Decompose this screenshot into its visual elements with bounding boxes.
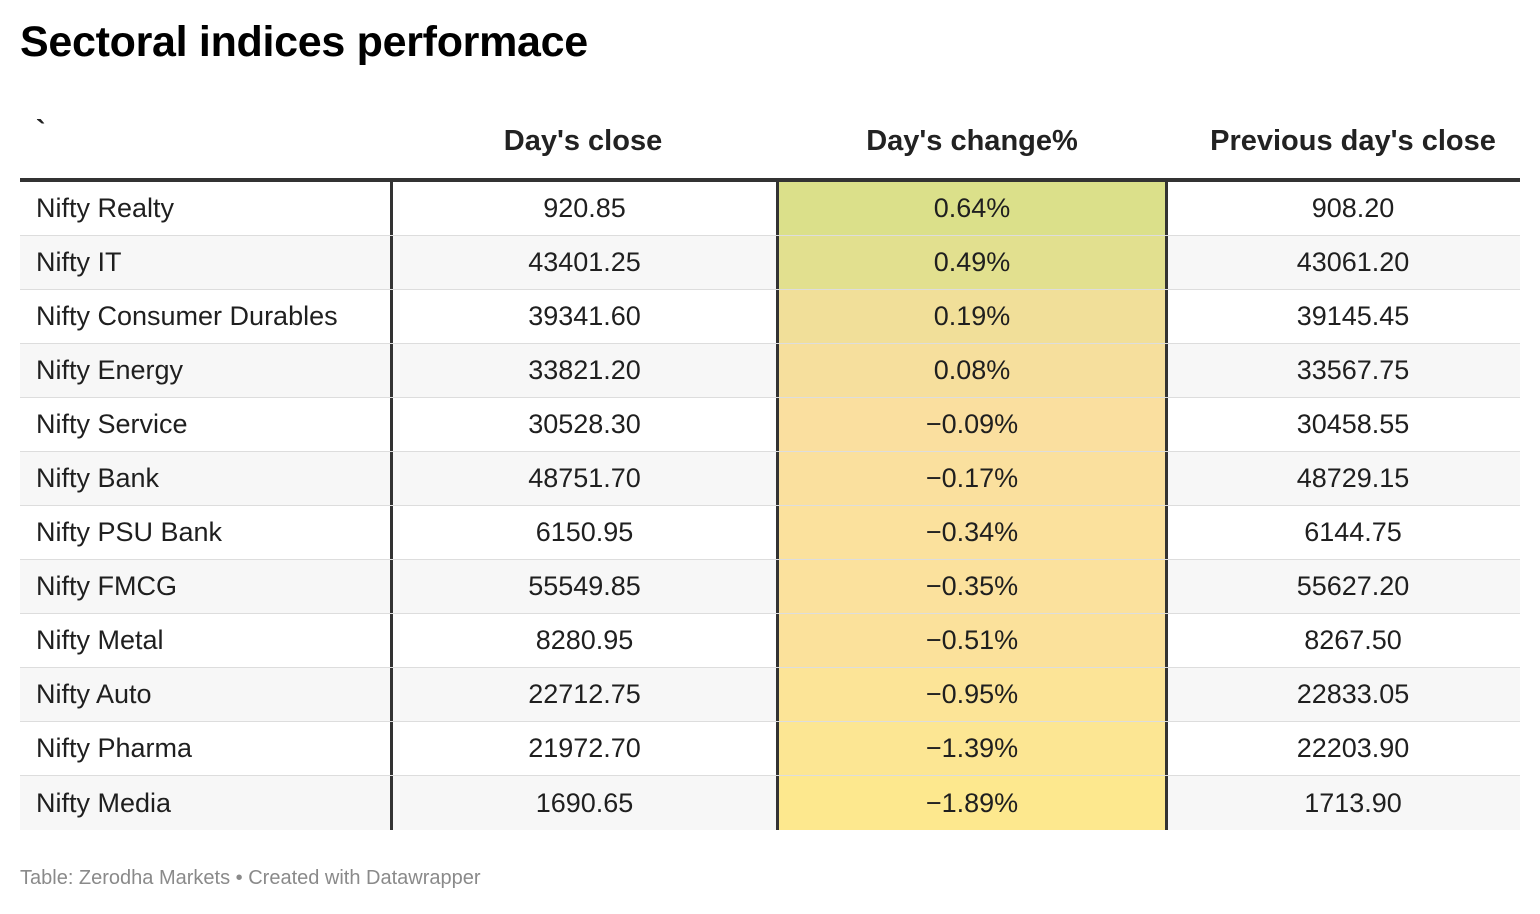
row-previous-close: 22833.05 [1296,679,1410,709]
row-name: Nifty FMCG [36,571,177,601]
row-previous-close: 6144.75 [1304,517,1402,547]
row-days-close: 22712.75 [390,668,776,721]
row-name: Nifty Metal [36,625,164,655]
row-days-change: −0.09% [776,398,1168,451]
table-row: Nifty Energy 33821.20 0.08% 33567.75 [20,344,1520,398]
table-row: Nifty Service 30528.30 −0.09% 30458.55 [20,398,1520,452]
row-days-change: −0.17% [776,452,1168,505]
header-previous-close: Previous day's close [1210,125,1496,157]
row-days-change: −0.95% [776,668,1168,721]
row-previous-close: 1713.90 [1304,787,1402,818]
row-name: Nifty Realty [36,193,175,223]
row-days-close: 55549.85 [390,560,776,613]
row-name: Nifty PSU Bank [36,517,223,547]
row-name: Nifty Service [36,409,188,439]
row-days-change: −1.89% [776,776,1168,830]
table-footer: Table: Zerodha Markets • Created with Da… [20,867,481,889]
table-row: Nifty FMCG 55549.85 −0.35% 55627.20 [20,560,1520,614]
table-title: Sectoral indices performace [20,18,588,66]
header-name: ` [36,115,46,147]
row-previous-close: 33567.75 [1296,355,1410,385]
row-previous-close: 48729.15 [1296,463,1410,493]
row-days-change: −1.39% [776,722,1168,775]
row-days-close: 33821.20 [390,344,776,397]
row-days-change: 0.64% [776,182,1168,235]
row-previous-close: 8267.50 [1304,625,1402,655]
row-previous-close: 908.20 [1311,193,1395,223]
row-days-close: 43401.25 [390,236,776,289]
table-row: Nifty Metal 8280.95 −0.51% 8267.50 [20,614,1520,668]
row-previous-close: 30458.55 [1296,409,1410,439]
row-name: Nifty IT [36,247,122,277]
table-row: Nifty Realty 920.85 0.64% 908.20 [20,182,1520,236]
table-row: Nifty IT 43401.25 0.49% 43061.20 [20,236,1520,290]
header-days-change: Day's change% [866,125,1078,157]
row-previous-close: 55627.20 [1296,571,1410,601]
row-name: Nifty Auto [36,679,152,709]
table-header: ` Day's close Day's change% Previous day… [20,108,1520,182]
row-days-close: 39341.60 [390,290,776,343]
row-previous-close: 43061.20 [1296,247,1410,277]
row-days-close: 1690.65 [390,776,776,830]
row-days-close: 6150.95 [390,506,776,559]
row-days-close: 920.85 [390,182,776,235]
row-days-close: 8280.95 [390,614,776,667]
row-name: Nifty Bank [36,463,160,493]
table-row: Nifty Bank 48751.70 −0.17% 48729.15 [20,452,1520,506]
row-name: Nifty Energy [36,355,184,385]
row-days-change: −0.34% [776,506,1168,559]
row-days-change: 0.08% [776,344,1168,397]
row-days-change: 0.49% [776,236,1168,289]
row-previous-close: 22203.90 [1296,733,1410,763]
table-body: Nifty Realty 920.85 0.64% 908.20 Nifty IT 434… [20,182,1520,830]
row-days-change: −0.51% [776,614,1168,667]
table-row: Nifty PSU Bank 6150.95 −0.34% 6144.75 [20,506,1520,560]
row-days-change: 0.19% [776,290,1168,343]
table-row: Nifty Auto 22712.75 −0.95% 22833.05 [20,668,1520,722]
table-row: Nifty Pharma 21972.70 −1.39% 22203.90 [20,722,1520,776]
table-row: Nifty Consumer Durables 39341.60 0.19% 3914… [20,290,1520,344]
row-days-close: 48751.70 [390,452,776,505]
row-days-close: 21972.70 [390,722,776,775]
row-days-close: 30528.30 [390,398,776,451]
row-name: Nifty Consumer Durables [36,301,338,331]
row-name: Nifty Media [36,787,172,818]
table-row: Nifty Media 1690.65 −1.89% 1713.90 [20,776,1520,830]
sectoral-table: ` Day's close Day's change% Previous day… [20,108,1520,830]
row-days-change: −0.35% [776,560,1168,613]
row-name: Nifty Pharma [36,733,193,763]
header-days-close: Day's close [503,125,663,157]
row-previous-close: 39145.45 [1296,301,1410,331]
